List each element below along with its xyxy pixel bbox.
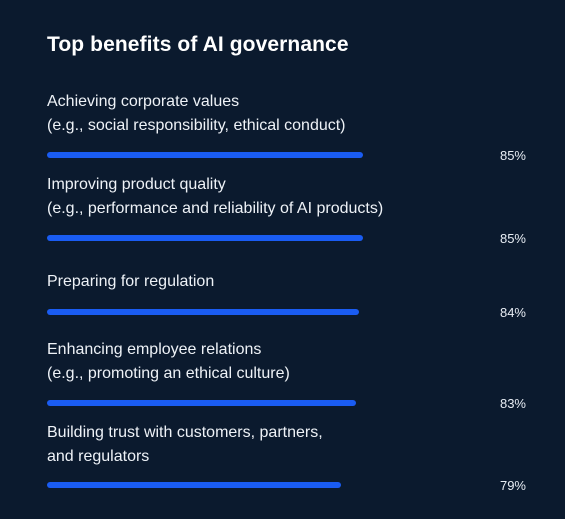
bar-track <box>47 400 419 406</box>
benefit-item: Building trust with customers, partners,… <box>47 421 547 493</box>
benefit-label-line1: Achieving corporate values <box>47 93 240 110</box>
benefit-label-line2: and regulators <box>47 448 150 465</box>
bar <box>47 400 356 406</box>
benefit-label-line1: Enhancing employee relations <box>47 341 262 358</box>
benefit-item: Enhancing employee relations (e.g., prom… <box>47 338 547 411</box>
bar-track <box>47 152 419 158</box>
benefit-label-line1: Improving product quality <box>47 176 226 193</box>
benefit-item: Improving product quality (e.g., perform… <box>47 173 547 246</box>
bar-value-label: 79% <box>499 478 526 493</box>
benefit-item: Preparing for regulation 84% <box>47 270 547 320</box>
bar-value-label: 85% <box>499 148 526 163</box>
bar <box>47 152 363 158</box>
bar-track <box>47 235 419 241</box>
bar-track <box>47 309 419 315</box>
benefit-item: Achieving corporate values (e.g., social… <box>47 90 547 163</box>
bar <box>47 235 363 241</box>
bar-value-label: 85% <box>499 231 526 246</box>
bar <box>47 309 359 315</box>
bar-value-label: 83% <box>499 396 526 411</box>
benefit-label-line2: (e.g., social responsibility, ethical co… <box>47 117 346 134</box>
bar-value-label: 84% <box>499 305 526 320</box>
benefit-label-line2: (e.g., promoting an ethical culture) <box>47 365 290 382</box>
benefit-label-line1: Preparing for regulation <box>47 273 215 290</box>
benefit-label-line1: Building trust with customers, partners, <box>47 424 323 441</box>
benefit-label-line2: (e.g., performance and reliability of AI… <box>47 200 384 217</box>
bar <box>47 482 341 488</box>
chart-title: Top benefits of AI governance <box>47 33 349 56</box>
bar-track <box>47 482 419 488</box>
